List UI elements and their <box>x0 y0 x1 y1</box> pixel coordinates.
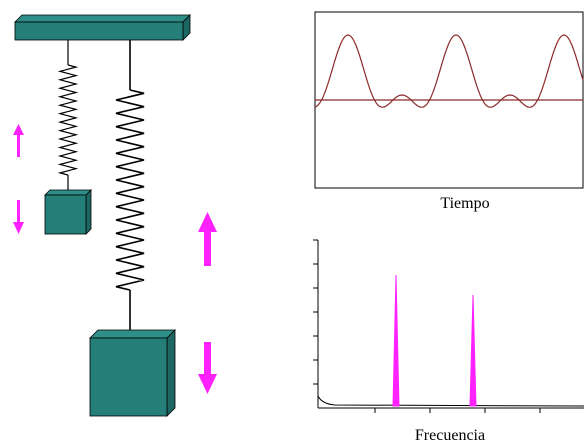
frequency-label: Frecuencia <box>415 427 485 444</box>
spectrum-plot: Frecuencia <box>313 239 584 444</box>
large-spring <box>115 40 145 335</box>
beam <box>14 14 191 41</box>
time-plot: Tiempo <box>314 11 584 212</box>
small-mass <box>44 189 92 235</box>
small-spring <box>57 40 79 192</box>
arrows <box>13 124 217 394</box>
large-mass <box>89 329 176 417</box>
time-label: Tiempo <box>440 195 489 212</box>
